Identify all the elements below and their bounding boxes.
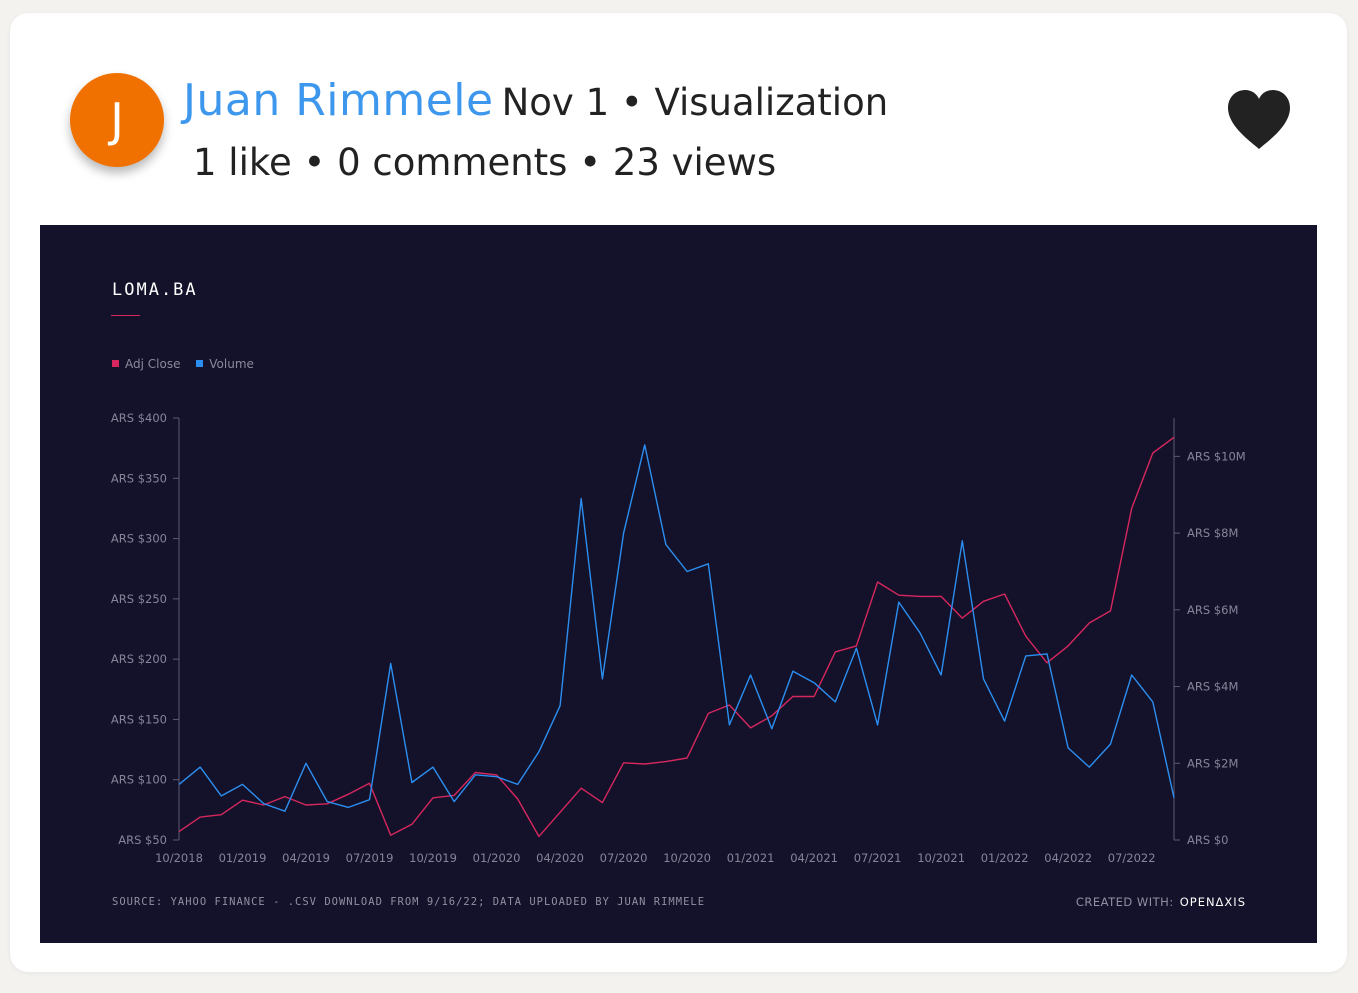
right-axis-tick-label: ARS $6M: [1187, 603, 1238, 617]
left-axis-tick-label: ARS $50: [118, 833, 167, 847]
legend-item-volume[interactable]: Volume: [196, 357, 254, 371]
x-axis-tick-label: 04/2020: [536, 851, 584, 865]
right-axis-tick-label: ARS $2M: [1187, 756, 1238, 770]
created-with: CREATED WITH: OPENΔXIS: [1076, 895, 1246, 909]
heart-icon[interactable]: [1226, 89, 1292, 151]
legend-label: Adj Close: [125, 357, 181, 371]
post-card: J Juan Rimmele Nov 1 • Visualization 1 li…: [10, 13, 1347, 972]
author-avatar[interactable]: J: [70, 73, 164, 167]
x-axis-tick-label: 10/2020: [663, 851, 711, 865]
right-axis-tick-label: ARS $4M: [1187, 680, 1238, 694]
right-axis-tick-label: ARS $8M: [1187, 526, 1238, 540]
x-axis-tick-label: 10/2018: [155, 851, 203, 865]
x-axis-tick-label: 01/2022: [981, 851, 1029, 865]
series-line-volume: [178, 444, 1175, 812]
x-axis-tick-label: 04/2021: [790, 851, 838, 865]
chart-title: LOMA.BA: [112, 280, 198, 300]
right-axis-tick-label: ARS $0: [1187, 833, 1228, 847]
left-axis-tick-label: ARS $350: [111, 471, 167, 485]
x-axis-tick-label: 10/2021: [917, 851, 965, 865]
openaxis-brand[interactable]: OPENΔXIS: [1179, 895, 1246, 909]
author-name-link[interactable]: Juan Rimmele: [183, 75, 494, 126]
line-chart: ARS $50 ARS $100 ARS $150 ARS $200 ARS $250 A…: [111, 411, 1246, 865]
x-axis-tick-label: 07/2022: [1108, 851, 1156, 865]
legend-item-adj-close[interactable]: Adj Close: [112, 357, 180, 371]
visualization-panel: ARS $50 ARS $100 ARS $150 ARS $200 ARS $250 A…: [40, 225, 1317, 943]
right-axis-tick-label: ARS $10M: [1187, 449, 1246, 463]
chart-legend: Adj Close Volume: [112, 357, 266, 371]
x-axis-tick-label: 01/2021: [727, 851, 775, 865]
x-axis-tick-label: 07/2020: [600, 851, 648, 865]
source-note: SOURCE: YAHOO FINANCE - .CSV DOWNLOAD FR…: [112, 896, 706, 908]
x-axis-tick-label: 04/2022: [1044, 851, 1092, 865]
post-stats: 1 like • 0 comments • 23 views: [193, 141, 777, 184]
x-axis-tick-label: 01/2020: [473, 851, 521, 865]
x-axis-tick-label: 07/2021: [854, 851, 902, 865]
legend-label: Volume: [209, 357, 254, 371]
title-underline: [111, 315, 140, 316]
left-axis-tick-label: ARS $200: [111, 652, 167, 666]
legend-swatch: [196, 360, 204, 367]
x-axis-tick-label: 07/2019: [346, 851, 394, 865]
left-axis-tick-label: ARS $100: [111, 773, 167, 787]
post-header: Juan Rimmele Nov 1 • Visualization: [183, 75, 888, 126]
post-date-category: Nov 1 • Visualization: [501, 81, 889, 124]
legend-swatch: [112, 360, 119, 367]
created-label: CREATED WITH:: [1075, 895, 1174, 909]
left-axis-tick-label: ARS $150: [111, 712, 167, 726]
left-axis-tick-label: ARS $300: [111, 532, 167, 546]
series-line-adj-close: [178, 436, 1175, 838]
x-axis-tick-label: 01/2019: [219, 851, 267, 865]
left-axis-tick-label: ARS $250: [111, 592, 167, 606]
x-axis-tick-label: 04/2019: [282, 851, 330, 865]
x-axis-tick-label: 10/2019: [409, 851, 457, 865]
left-axis-tick-label: ARS $400: [111, 411, 167, 425]
